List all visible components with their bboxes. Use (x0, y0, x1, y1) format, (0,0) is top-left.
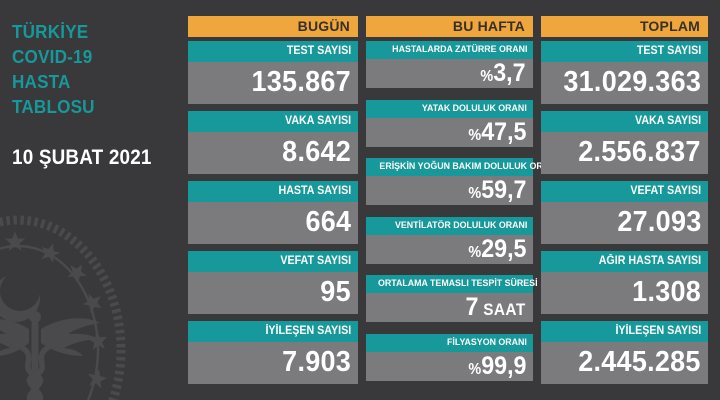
stat-label: ERİŞKİN YOĞUN BAKIM DOLULUK ORANI (366, 158, 558, 176)
column-header-this-week: BU HAFTA (366, 16, 533, 37)
stat-value: %29,5 (366, 234, 533, 264)
stat-label: FİLYASYON ORANI (366, 333, 533, 352)
stat-label: VAKA SAYISI (188, 111, 358, 132)
stat-label: İYİLEŞEN SAYISI (188, 321, 358, 342)
card-list: HASTALARDA ZATÜRRE ORANI %3,7 YATAK DOLU… (366, 41, 558, 381)
stat-card-toplam-test: TEST SAYISI 31.029.363 (541, 41, 708, 104)
stat-value: 31.029.363 (541, 62, 708, 104)
stat-label: HASTALARDA ZATÜRRE ORANI (366, 41, 533, 59)
stat-card-ventilator-doluluk: VENTİLATÖR DOLULUK ORANI %29,5 (366, 216, 533, 264)
stat-label: AĞIR HASTA SAYISI (541, 251, 708, 272)
stat-label: HASTA SAYISI (188, 181, 358, 202)
stat-label: VAKA SAYISI (541, 111, 708, 132)
page-title-line: HASTA (12, 72, 71, 92)
stat-value: %3,7 (366, 59, 533, 88)
stat-value: 8.642 (188, 132, 358, 174)
stat-card-vefat-sayisi: VEFAT SAYISI 95 (188, 251, 358, 314)
page-title-line: COVID-19 (12, 47, 93, 67)
stat-value: 2.445.285 (541, 342, 708, 384)
card-list: TEST SAYISI 31.029.363 VAKA SAYISI 2.556… (541, 41, 708, 384)
stat-value: %59,7 (366, 176, 533, 205)
stat-label: VEFAT SAYISI (541, 181, 708, 202)
column-today: BUGÜN TEST SAYISI 135.867 VAKA SAYISI 8.… (188, 16, 358, 384)
stat-label: İYİLEŞEN SAYISI (541, 321, 708, 342)
stat-label: TEST SAYISI (188, 41, 358, 62)
report-date: 10 ŞUBAT 2021 (12, 146, 152, 169)
stat-label: VEFAT SAYISI (188, 251, 358, 272)
page-title-line: TÜRKİYE (12, 22, 89, 42)
stat-card-toplam-vefat: VEFAT SAYISI 27.093 (541, 181, 708, 244)
stat-value: 7.903 (188, 342, 358, 384)
stat-card-agir-hasta: AĞIR HASTA SAYISI 1.308 (541, 251, 708, 314)
stat-label: ORTALAMA TEMASLI TESPİT SÜRESİ (366, 275, 538, 293)
stat-value: 664 (188, 202, 358, 244)
stat-card-toplam-vaka: VAKA SAYISI 2.556.837 (541, 111, 708, 174)
stat-card-test-sayisi: TEST SAYISI 135.867 (188, 41, 358, 104)
stat-label: YATAK DOLULUK ORANI (366, 99, 533, 118)
stat-card-toplam-iyilesen: İYİLEŞEN SAYISI 2.445.285 (541, 321, 708, 384)
column-header-total: TOPLAM (541, 16, 708, 37)
stat-card-yatak-doluluk: YATAK DOLULUK ORANI %47,5 (366, 99, 533, 147)
stat-label: VENTİLATÖR DOLULUK ORANI (366, 216, 533, 235)
stat-card-hasta-sayisi: HASTA SAYISI 664 (188, 181, 358, 244)
page-title: TÜRKİYE COVID-19 HASTA TABLOSU (12, 20, 95, 120)
stat-card-yogun-bakim-doluluk: ERİŞKİN YOĞUN BAKIM DOLULUK ORANI %59,7 (366, 158, 558, 205)
stat-value: 7 SAAT (366, 293, 533, 322)
stat-card-iyilesen-sayisi: İYİLEŞEN SAYISI 7.903 (188, 321, 358, 384)
stat-card-vaka-sayisi: VAKA SAYISI 8.642 (188, 111, 358, 174)
stat-card-filyasyon-orani: FİLYASYON ORANI %99,9 (366, 333, 533, 381)
stat-card-zaturre-orani: HASTALARDA ZATÜRRE ORANI %3,7 (366, 41, 533, 88)
ministry-of-health-emblem-icon (0, 215, 126, 400)
stat-value: %99,9 (366, 351, 533, 381)
column-total: TOPLAM TEST SAYISI 31.029.363 VAKA SAYIS… (541, 16, 708, 384)
sidebar: TÜRKİYE COVID-19 HASTA TABLOSU 10 ŞUBAT … (0, 0, 188, 400)
stat-value: 2.556.837 (541, 132, 708, 174)
page-title-line: TABLOSU (12, 97, 95, 117)
stat-value: 95 (188, 272, 358, 314)
stat-value: 1.308 (541, 272, 708, 314)
stat-value: %47,5 (366, 117, 533, 147)
stat-label: TEST SAYISI (541, 41, 708, 62)
column-this-week: BU HAFTA HASTALARDA ZATÜRRE ORANI %3,7 Y… (366, 16, 558, 381)
column-header-today: BUGÜN (188, 16, 358, 37)
stat-value: 135.867 (188, 62, 358, 104)
stat-value: 27.093 (541, 202, 708, 244)
card-list: TEST SAYISI 135.867 VAKA SAYISI 8.642 HA… (188, 41, 358, 384)
stat-card-temasli-tespit-suresi: ORTALAMA TEMASLI TESPİT SÜRESİ 7 SAAT (366, 275, 538, 322)
